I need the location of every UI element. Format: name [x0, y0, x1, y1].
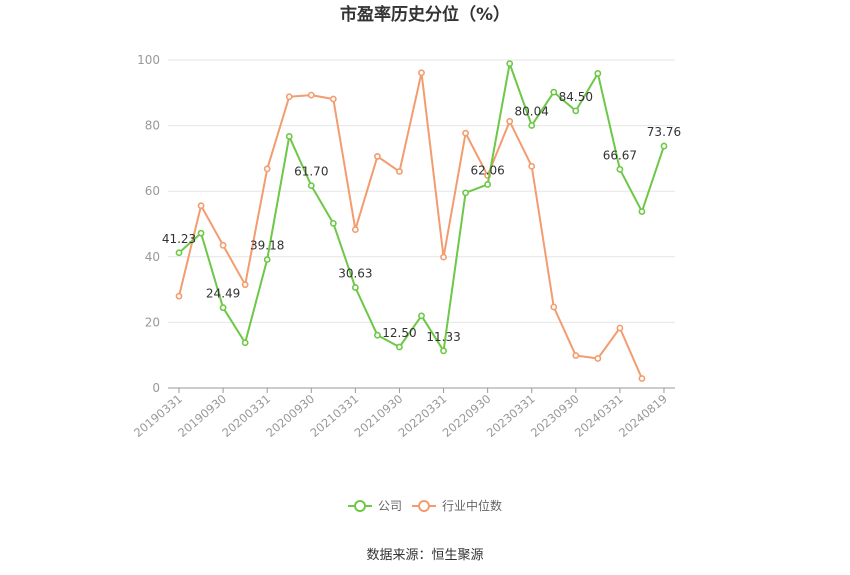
series-1-point-20190930: [219, 241, 227, 249]
grid-lines: [168, 59, 675, 323]
series-1-point-20240630: [638, 375, 646, 382]
series-0-point-20210930: [396, 343, 403, 351]
y-tick-label-0: 0: [152, 381, 160, 395]
x-tick-label-20240819: 20240819: [616, 392, 670, 440]
series-0-point-20221231: [506, 60, 514, 68]
legend-marker-0: [354, 500, 366, 512]
series-1-point-20200630: [285, 93, 293, 101]
series-1-point-20230331: [528, 162, 536, 170]
series-0-point-20240630: [638, 208, 646, 215]
y-axis: 0 20 40 60 80 100: [137, 53, 160, 395]
series-0-point-20210630: [374, 331, 381, 339]
data-label-20230930: 84.50: [559, 90, 593, 104]
series-line-0: [178, 62, 665, 352]
data-label-20190930: 24.49: [206, 287, 240, 301]
series-0-point-20200630: [285, 133, 293, 140]
data-label-20200930: 61.70: [294, 165, 328, 179]
series-0-point-20230331: [528, 122, 536, 129]
series-0-point-20220630: [462, 189, 469, 197]
series-0-point-20220331: [440, 347, 447, 355]
series-0-point-20211231: [418, 312, 425, 320]
series-0-point-20220930: [484, 181, 492, 188]
series-0-point-20231231: [594, 70, 602, 77]
data-label-20210930: 12.50: [382, 326, 416, 340]
series-line-1: [178, 71, 643, 379]
series-1-point-20230630: [550, 303, 558, 311]
chart-title: 市盈率历史分位（%）: [340, 4, 510, 25]
source-note: 数据来源：恒生聚源: [366, 548, 483, 563]
series-0-point-20210331: [351, 284, 359, 291]
y-tick-label-20: 20: [145, 315, 160, 329]
data-label-20200331: 39.18: [250, 238, 284, 252]
series-1-point-20211231: [418, 69, 425, 77]
data-label-20240331: 66.67: [603, 148, 637, 162]
series-1-point-20210630: [374, 153, 381, 160]
series-0-point-20190930: [219, 304, 227, 312]
series-1-point-20200930: [307, 91, 315, 99]
x-axis: 2019033120190930202003312020093020210331…: [131, 387, 675, 440]
series-1-point-20230930: [572, 352, 580, 359]
series-1-point-20210331: [351, 226, 359, 233]
series-0-point-20230630: [550, 88, 558, 96]
data-label-20220930: 62.06: [470, 163, 504, 177]
series-0-point-20191231: [241, 339, 249, 347]
series-0-point-20240819: [660, 142, 668, 150]
series-0-point-20200331: [263, 256, 271, 263]
y-tick-label-80: 80: [145, 119, 160, 133]
series-1-point-20220630: [462, 129, 469, 137]
legend: 公司 行业中位数: [348, 498, 502, 513]
series-1-point-20210930: [396, 168, 403, 175]
data-label-20220331: 11.33: [426, 330, 460, 344]
series-0-point-20240331: [616, 165, 624, 173]
data-labels: 41.23 24.49 39.18 61.70 30.63 12.50 11.33 62.06…: [162, 90, 681, 344]
series-1-point-20190630: [197, 202, 205, 210]
series-layer: [175, 60, 668, 382]
data-label-20190331: 41.23: [162, 232, 196, 246]
series-1-point-20240331: [616, 324, 624, 332]
series-1-point-20220331: [440, 253, 447, 261]
legend-label-0: 公司: [378, 499, 402, 513]
legend-marker-1: [418, 500, 430, 512]
data-label-20210331: 30.63: [338, 267, 372, 281]
series-1-point-20190331: [175, 292, 183, 300]
series-0-point-20190630: [197, 229, 205, 237]
series-1-point-20191231: [241, 281, 249, 289]
y-tick-label-100: 100: [137, 53, 160, 67]
series-1-point-20221231: [506, 117, 514, 125]
series-1-point-20200331: [263, 165, 271, 173]
data-label-20240819: 73.76: [647, 125, 681, 139]
series-0-point-20190331: [175, 249, 183, 257]
series-0-point-20200930: [307, 182, 315, 190]
series-1-point-20201231: [329, 95, 337, 103]
legend-label-1: 行业中位数: [442, 498, 502, 513]
y-tick-label-60: 60: [145, 184, 160, 198]
series-0-point-20230930: [572, 107, 580, 115]
series-0-point-20201231: [329, 219, 337, 227]
y-tick-label-40: 40: [145, 250, 160, 264]
series-1-point-20231231: [594, 355, 602, 362]
data-label-20230331: 80.04: [515, 104, 549, 118]
